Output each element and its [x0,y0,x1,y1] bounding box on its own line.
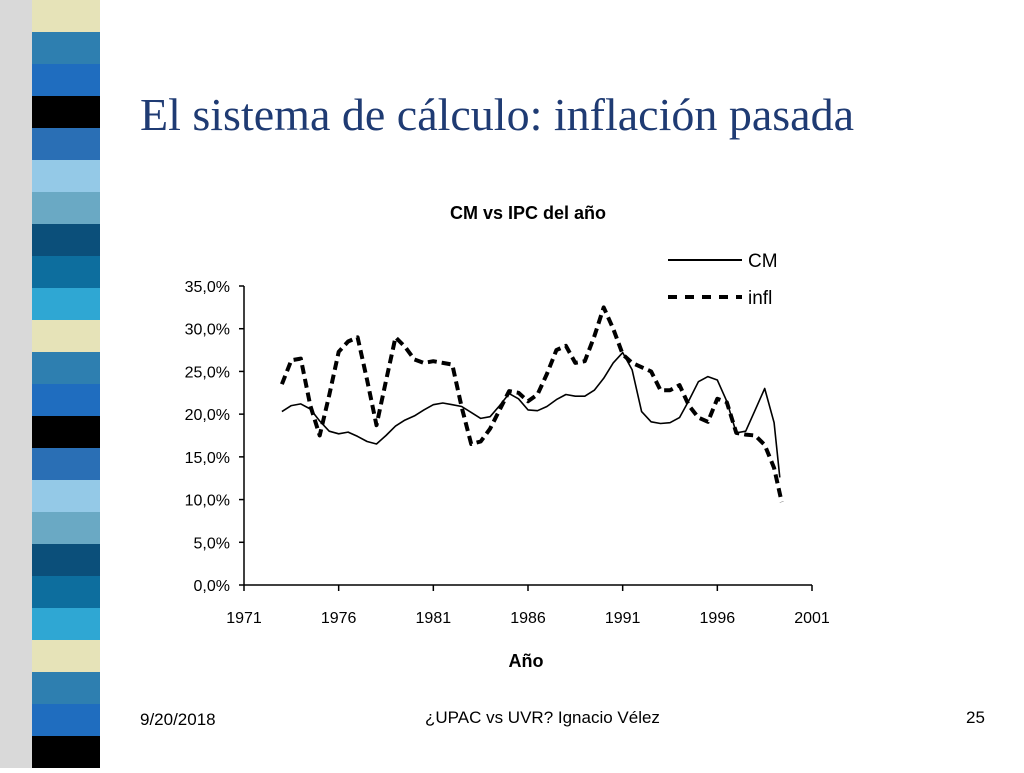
decorative-color-strip [0,0,118,769]
decorative-strip-graphic [0,0,100,769]
x-tick-label: 1986 [510,610,546,627]
x-axis-label: Año [509,651,544,671]
strip-block [32,640,100,673]
legend: CM infl [668,251,778,309]
strip-block [32,544,100,577]
page-number: 25 [966,708,985,727]
strip-block [32,352,100,385]
line-chart: CM vs IPC del año 0,0% 5,0% 10,0% 15,0% 20,0… [185,203,830,671]
slide-title: El sistema de cálculo: inflación pasada [140,89,855,140]
x-tick-label: 1991 [605,610,641,627]
strip-block [32,480,100,513]
strip-block [32,160,100,193]
strip-block [32,608,100,641]
strip-shadow [0,0,32,768]
strip-block [32,512,100,545]
strip-block [32,384,100,417]
axes: 0,0% 5,0% 10,0% 15,0% 20,0% 25,0% 30,0% 35,0% 19… [185,279,830,627]
footer-date: 9/20/2018 [140,710,216,729]
legend-label-cm: CM [748,251,778,272]
strip-block [32,704,100,737]
y-tick-label: 5,0% [194,535,230,552]
y-tick-label: 20,0% [185,407,230,424]
strip-block [32,672,100,705]
y-tick-label: 15,0% [185,450,230,467]
strip-block [32,288,100,321]
series-lines [280,305,784,503]
y-tick-label: 10,0% [185,493,230,510]
series-line-infl [280,305,784,503]
strip-block [32,448,100,481]
strip-block [32,96,100,129]
strip-block [32,576,100,609]
series-line-cm [281,351,781,478]
x-tick-label: 1981 [416,610,452,627]
strip-block [32,0,100,33]
y-tick-label: 0,0% [194,578,230,595]
strip-block [32,224,100,257]
strip-block [32,128,100,161]
y-tick-label: 35,0% [185,279,230,296]
strip-block [32,416,100,449]
legend-label-infl: infl [748,288,772,309]
y-tick-label: 25,0% [185,364,230,381]
x-tick-label: 2001 [794,610,830,627]
x-tick-label: 1996 [700,610,736,627]
y-tick-label: 30,0% [185,322,230,339]
x-tick-label: 1976 [321,610,357,627]
strip-block [32,64,100,97]
x-tick-label: 1971 [226,610,262,627]
strip-block [32,192,100,225]
footer-presentation-title: ¿UPAC vs UVR? Ignacio Vélez [425,708,660,727]
strip-block [32,736,100,769]
strip-block [32,256,100,289]
chart-title: CM vs IPC del año [450,203,606,223]
strip-block [32,320,100,353]
strip-block [32,32,100,65]
